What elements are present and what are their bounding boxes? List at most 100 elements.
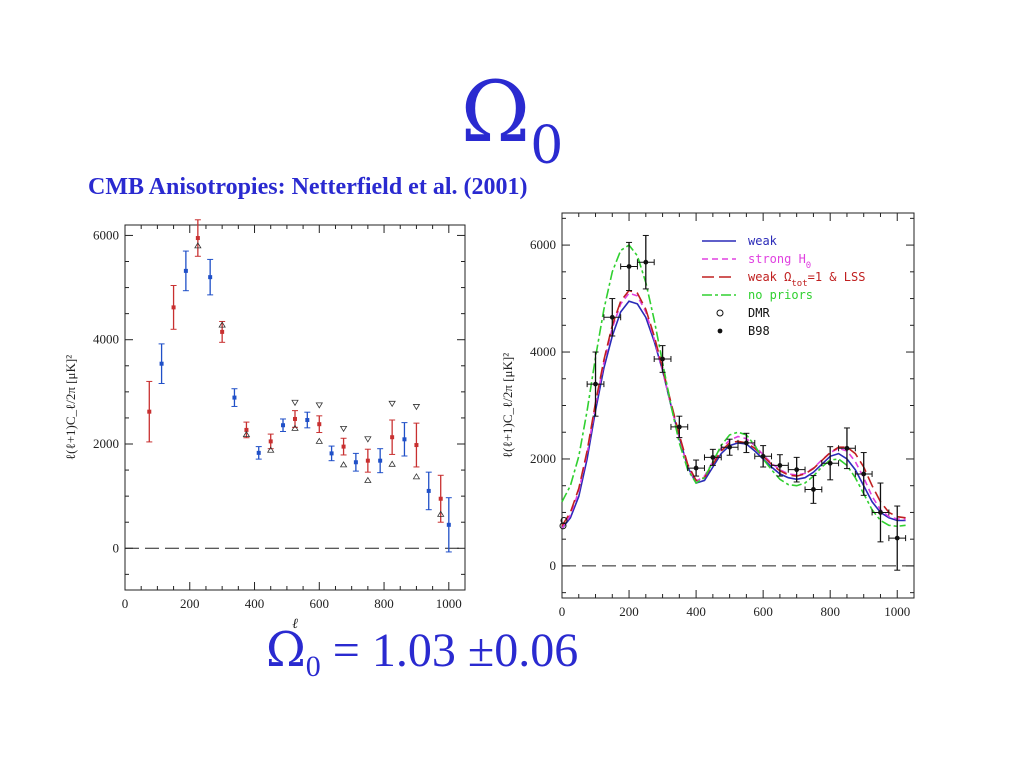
legend-label: weak bbox=[748, 234, 778, 248]
y-tick-label: 4000 bbox=[93, 332, 119, 347]
legend-marker-dmr bbox=[716, 309, 724, 317]
legend-marker-b98 bbox=[717, 328, 723, 334]
omega-symbol: Ω bbox=[460, 63, 531, 161]
b98-data-point bbox=[660, 356, 665, 362]
result-omega: Ω bbox=[266, 622, 306, 678]
blue-data-point bbox=[402, 437, 407, 442]
x-tick-label: 400 bbox=[245, 596, 265, 611]
triangle-down-marker bbox=[339, 425, 348, 433]
result-equation: Ω0 = 1.03 ±0.06 bbox=[266, 622, 578, 684]
red-data-point bbox=[390, 435, 395, 440]
title-subscript: 0 bbox=[530, 116, 564, 176]
legend-label-rest: =1 & LSS bbox=[808, 270, 866, 284]
b98-data-point bbox=[894, 535, 900, 541]
blue-data-point bbox=[378, 458, 383, 463]
b98-data-point bbox=[626, 264, 632, 269]
legend-label: B98 bbox=[748, 324, 770, 338]
x-axis-label: ℓ bbox=[292, 617, 298, 632]
red-data-point bbox=[244, 427, 249, 432]
legend-label: no priors bbox=[748, 288, 813, 302]
slide-subtitle: CMB Anisotropies: Netterfield et al. (20… bbox=[88, 174, 528, 200]
red-data-point bbox=[195, 236, 200, 241]
triangle-up-marker bbox=[412, 473, 421, 480]
x-tick-label: 0 bbox=[122, 596, 129, 611]
blue-data-point bbox=[353, 460, 358, 465]
legend-label: strong H0 bbox=[748, 252, 811, 271]
triangle-up-marker bbox=[437, 510, 445, 517]
x-tick-label: 1000 bbox=[884, 604, 910, 619]
y-tick-label: 0 bbox=[113, 540, 120, 555]
legend-label-text: no priors bbox=[748, 288, 813, 302]
x-tick-label: 0 bbox=[559, 604, 566, 619]
triangle-up-marker bbox=[267, 446, 275, 453]
y-axis-label: ℓ(ℓ+1)C_ℓ/2π [μK]² bbox=[500, 353, 515, 458]
x-tick-label: 600 bbox=[310, 596, 330, 611]
triangle-up-marker bbox=[194, 242, 202, 249]
b98-data-point bbox=[727, 444, 733, 450]
triangle-down-marker bbox=[364, 436, 372, 443]
triangle-up-marker bbox=[242, 430, 251, 438]
x-tick-label: 1000 bbox=[436, 596, 462, 611]
triangle-up-marker bbox=[339, 461, 348, 468]
red-data-point bbox=[414, 443, 419, 448]
y-tick-label: 6000 bbox=[530, 237, 556, 252]
b98-data-point bbox=[693, 465, 699, 471]
y-tick-label: 2000 bbox=[93, 436, 119, 451]
blue-data-point bbox=[232, 395, 237, 400]
b98-data-point bbox=[609, 314, 615, 320]
model-curve-strong-h0 bbox=[561, 292, 906, 529]
b98-data-point bbox=[676, 424, 682, 430]
legend-label: weak Ωtot=1 & LSS bbox=[748, 270, 865, 289]
b98-data-point bbox=[861, 471, 867, 477]
x-tick-label: 800 bbox=[374, 596, 394, 611]
x-tick-label: 200 bbox=[619, 604, 639, 619]
triangle-up-marker bbox=[388, 460, 396, 467]
triangle-down-marker bbox=[315, 402, 323, 409]
b98-data-point bbox=[827, 460, 833, 466]
b98-data-point bbox=[760, 453, 766, 459]
b98-data-point bbox=[643, 259, 649, 265]
result-error: 0.06 bbox=[494, 624, 579, 677]
y-tick-label: 4000 bbox=[530, 344, 556, 359]
blue-data-point bbox=[446, 522, 451, 527]
b98-data-point bbox=[794, 467, 800, 473]
model-curve-weak-tot-1-lss bbox=[561, 289, 906, 527]
blue-data-point bbox=[305, 418, 310, 423]
y-axis-label: ℓ(ℓ+1)C_ℓ/2π [μK]² bbox=[63, 355, 78, 460]
blue-data-point bbox=[426, 488, 431, 493]
red-data-point bbox=[341, 444, 346, 449]
red-data-point bbox=[293, 416, 297, 421]
left-chart: 0 200 400 600 800 1000 0 2000 4000 6000 ℓ ℓ(ℓ+1)C_ℓ… bbox=[63, 219, 466, 632]
legend-label-text: strong H bbox=[748, 252, 806, 266]
legend-label-text: DMR bbox=[748, 306, 770, 320]
triangle-up-marker bbox=[291, 424, 299, 431]
y-tick-label: 6000 bbox=[93, 227, 119, 242]
y-tick-label: 2000 bbox=[530, 451, 556, 466]
red-data-point bbox=[147, 409, 152, 414]
legend-label-sub: tot bbox=[791, 279, 807, 289]
blue-data-point bbox=[281, 423, 286, 428]
plot-frame bbox=[124, 224, 466, 591]
triangle-down-marker bbox=[291, 399, 299, 407]
red-data-point bbox=[171, 305, 176, 310]
x-tick-label: 600 bbox=[753, 604, 773, 619]
x-tick-label: 400 bbox=[686, 604, 706, 619]
b98-data-point bbox=[743, 440, 749, 446]
red-data-point bbox=[268, 439, 273, 444]
x-tick-label: 200 bbox=[180, 596, 200, 611]
model-curve-weak bbox=[561, 300, 906, 529]
b98-data-point bbox=[593, 381, 598, 387]
legend-label: DMR bbox=[748, 306, 770, 320]
legend-label-text: weak Ω bbox=[748, 270, 791, 284]
result-pm: ± bbox=[467, 624, 495, 677]
blue-data-point bbox=[256, 450, 261, 455]
legend-label-text: B98 bbox=[748, 324, 770, 338]
triangle-up-marker bbox=[364, 476, 372, 483]
red-data-point bbox=[220, 329, 225, 334]
b98-data-point bbox=[811, 487, 816, 492]
result-subscript: 0 bbox=[305, 650, 321, 683]
dmr-data-point bbox=[559, 522, 567, 530]
triangle-up-marker bbox=[218, 321, 226, 328]
red-data-point bbox=[438, 496, 443, 501]
right-chart: 020040060080010000200040006000ℓℓ(ℓ+1)C_ℓ… bbox=[500, 212, 915, 619]
